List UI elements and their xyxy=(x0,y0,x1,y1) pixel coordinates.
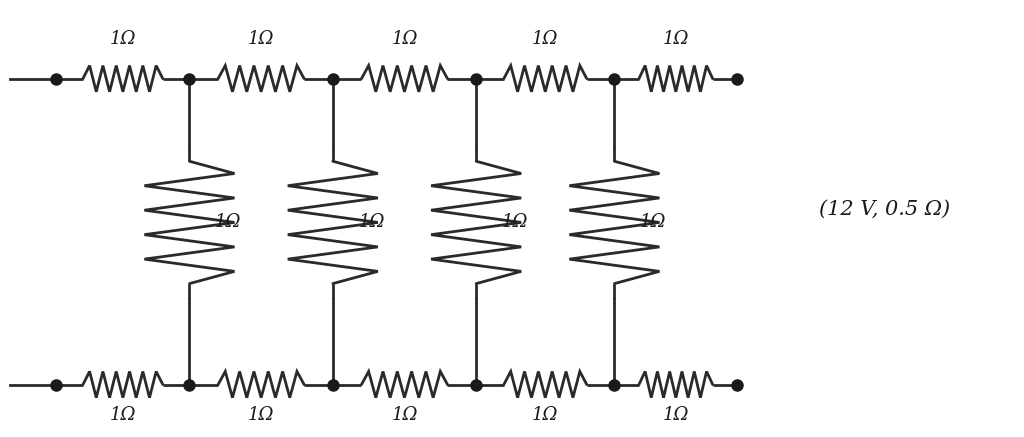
Text: 1Ω: 1Ω xyxy=(391,406,418,424)
Text: 1Ω: 1Ω xyxy=(110,30,136,49)
Text: 1Ω: 1Ω xyxy=(358,213,385,232)
Text: 1Ω: 1Ω xyxy=(110,406,136,424)
Text: 1Ω: 1Ω xyxy=(502,213,528,232)
Text: 1Ω: 1Ω xyxy=(248,406,274,424)
Text: 1Ω: 1Ω xyxy=(663,406,689,424)
Text: 1Ω: 1Ω xyxy=(215,213,242,232)
Text: 1Ω: 1Ω xyxy=(248,30,274,49)
Text: 1Ω: 1Ω xyxy=(532,406,558,424)
Text: 1Ω: 1Ω xyxy=(532,30,558,49)
Text: 1Ω: 1Ω xyxy=(663,30,689,49)
Text: 1Ω: 1Ω xyxy=(391,30,418,49)
Text: (12 V, 0.5 Ω): (12 V, 0.5 Ω) xyxy=(819,200,950,219)
Text: 1Ω: 1Ω xyxy=(640,213,667,232)
